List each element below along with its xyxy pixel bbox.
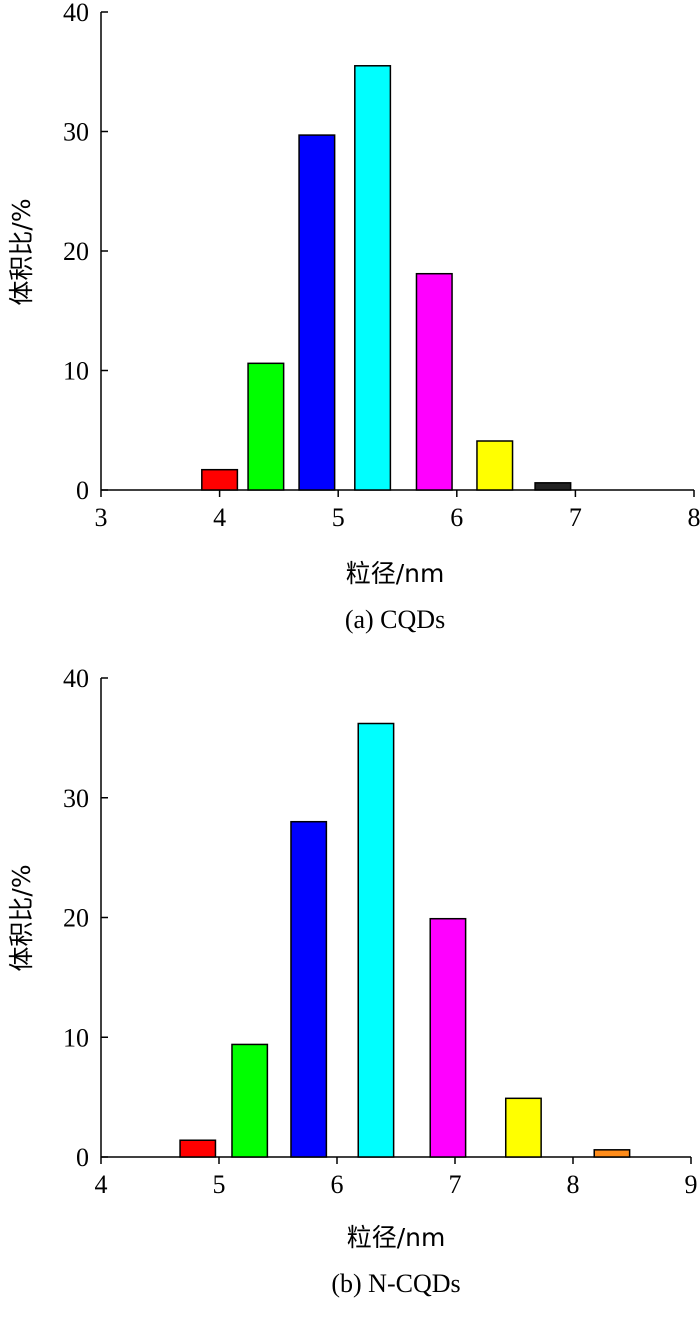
chart-panel-a: 3 4 5 6 7 8 0 10 20 30 40 粒径/nm 体积比/% (a) CQDs bbox=[7, 0, 700, 634]
chart-a-x-tick-label: 6 bbox=[450, 503, 463, 532]
chart-b-y-axis-title: 体积比/% bbox=[7, 864, 36, 971]
chart-a-bar-5 bbox=[415, 272, 453, 491]
chart-b-bar-5 bbox=[429, 917, 467, 1158]
chart-a-y-tick-label: 10 bbox=[63, 357, 89, 386]
chart-a-y-axis-title: 体积比/% bbox=[7, 198, 36, 305]
chart-b-bar-2 bbox=[231, 1043, 269, 1158]
chart-b-y-tick-label: 10 bbox=[63, 1023, 89, 1052]
chart-b-x-tick-label: 7 bbox=[449, 1170, 462, 1199]
chart-b-x-tick-label: 6 bbox=[331, 1170, 344, 1199]
chart-b-y-tick-label: 40 bbox=[63, 664, 89, 693]
chart-b-y-tick-label: 20 bbox=[63, 904, 89, 933]
chart-a-bar-2 bbox=[247, 362, 285, 491]
chart-a-x-tick-label: 8 bbox=[688, 503, 700, 532]
chart-a-caption: (a) CQDs bbox=[345, 605, 445, 634]
chart-a-bar-3 bbox=[298, 134, 336, 491]
chart-a-x-ticks: 3 4 5 6 7 8 bbox=[95, 490, 700, 532]
chart-b-x-ticks: 4 5 6 7 8 9 bbox=[95, 1157, 698, 1199]
chart-a-axes bbox=[100, 12, 694, 491]
chart-panel-b: 4 5 6 7 8 9 0 10 20 30 40 粒径/nm 体积比/% (b) N-CQDs bbox=[7, 664, 698, 1298]
chart-a-y-tick-label: 20 bbox=[63, 237, 89, 266]
chart-a-x-tick-label: 5 bbox=[332, 503, 345, 532]
chart-b-y-tick-label: 0 bbox=[76, 1143, 89, 1172]
chart-b-x-tick-label: 4 bbox=[95, 1170, 108, 1199]
chart-b-x-tick-label: 5 bbox=[213, 1170, 226, 1199]
chart-b-y-tick-label: 30 bbox=[63, 784, 89, 813]
chart-a-bars bbox=[201, 65, 572, 491]
chart-a-x-axis-title: 粒径/nm bbox=[346, 559, 445, 588]
chart-a-bar-1 bbox=[201, 468, 239, 491]
chart-b-caption: (b) N-CQDs bbox=[331, 1269, 460, 1298]
chart-b-bars bbox=[179, 722, 631, 1158]
chart-b-bar-6 bbox=[504, 1097, 542, 1158]
chart-a-bar-6 bbox=[476, 440, 514, 491]
chart-a-y-tick-label: 0 bbox=[76, 476, 89, 505]
chart-b-bar-7 bbox=[593, 1149, 631, 1158]
chart-a-y-tick-label: 30 bbox=[63, 118, 89, 147]
chart-a-y-tick-label: 40 bbox=[63, 0, 89, 27]
chart-a-y-ticks: 0 10 20 30 40 bbox=[63, 0, 108, 505]
chart-b-axes bbox=[100, 678, 691, 1158]
chart-a-x-tick-label: 3 bbox=[95, 503, 108, 532]
chart-a-bar-7 bbox=[534, 482, 572, 491]
chart-b-x-tick-label: 8 bbox=[567, 1170, 580, 1199]
chart-b-y-ticks: 0 10 20 30 40 bbox=[63, 664, 108, 1172]
chart-b-bar-3 bbox=[290, 820, 328, 1158]
chart-b-x-axis-title: 粒径/nm bbox=[347, 1223, 446, 1252]
chart-b-bar-4 bbox=[357, 722, 395, 1158]
chart-a-x-tick-label: 4 bbox=[213, 503, 226, 532]
chart-b-x-tick-label: 9 bbox=[685, 1170, 698, 1199]
chart-b-bar-1 bbox=[179, 1139, 217, 1158]
chart-a-x-tick-label: 7 bbox=[569, 503, 582, 532]
chart-a-bar-4 bbox=[354, 65, 392, 491]
